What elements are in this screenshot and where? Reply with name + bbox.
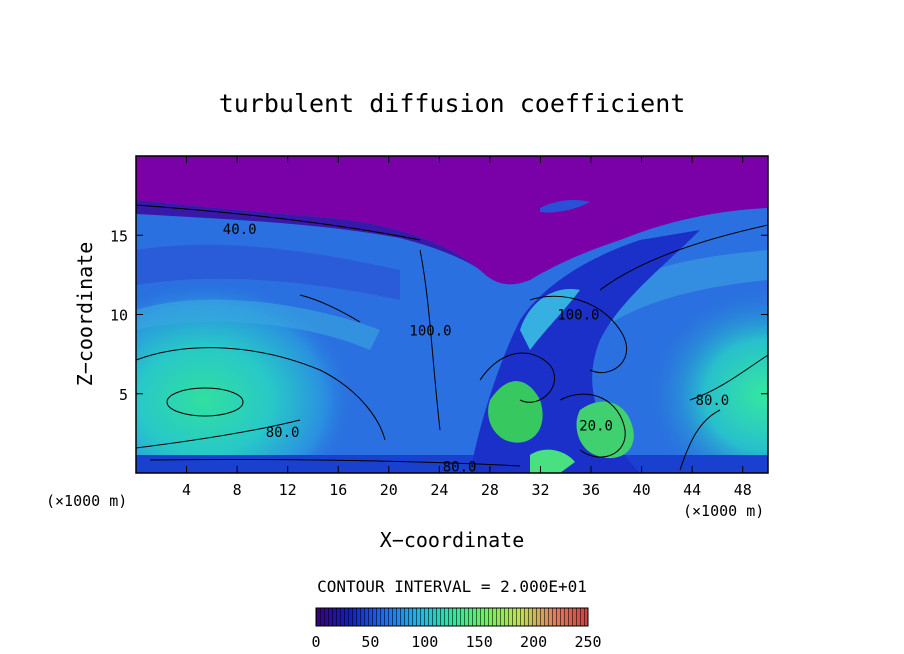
contour-label: 100.0 [409,323,451,339]
x-tick-label: 44 [683,481,701,499]
colorbar-tick-label: 150 [466,633,493,651]
contour-labels: 40.0 80.0 80.0 100.0 100.0 80.0 20.0 [223,222,729,476]
x-tick-label: 24 [430,481,448,499]
x-tick-label: 32 [531,481,549,499]
x-tick-label: 4 [182,481,191,499]
colorbar-tick-label: 100 [411,633,438,651]
x-axis-label: X−coordinate [380,528,525,552]
x-tick-label: 28 [481,481,499,499]
y-tick-label: 10 [110,307,128,325]
x-tick-label: 40 [633,481,651,499]
y-tick-label: 5 [119,386,128,404]
x-tick-label: 48 [734,481,752,499]
colorbar-tick-label: 0 [311,633,320,651]
contour-label: 80.0 [696,393,730,409]
colorbar-tick-label: 50 [361,633,379,651]
chart-title: turbulent diffusion coefficient [219,89,686,118]
contour-label: 20.0 [579,418,613,434]
contour-label: 100.0 [557,308,599,324]
colorbar-ticks: 0 50 100 150 200 250 [311,633,601,651]
y-axis-label: Z−coordinate [73,242,97,387]
contour-label: 80.0 [443,460,477,476]
colorbar-lines [316,608,588,626]
x-unit-right: (×1000 m) [683,502,764,520]
x-tick-label: 20 [380,481,398,499]
colorbar-tick-label: 200 [520,633,547,651]
y-axis: 5 10 15 [110,227,768,404]
y-tick-label: 15 [110,227,128,245]
colorbar-tick-label: 250 [574,633,601,651]
colorbar-frame [315,607,589,627]
x-unit-left: (×1000 m) [46,492,127,510]
x-tick-label: 8 [233,481,242,499]
x-tick-label: 36 [582,481,600,499]
contour-label: 80.0 [266,425,300,441]
field-image [136,156,768,473]
x-tick-label: 16 [329,481,347,499]
contour-label: 40.0 [223,222,257,238]
x-axis: 4 8 12 16 20 24 28 32 36 40 44 48 [182,156,752,499]
contour-interval-text: CONTOUR INTERVAL = 2.000E+01 [317,577,587,596]
x-tick-label: 12 [279,481,297,499]
